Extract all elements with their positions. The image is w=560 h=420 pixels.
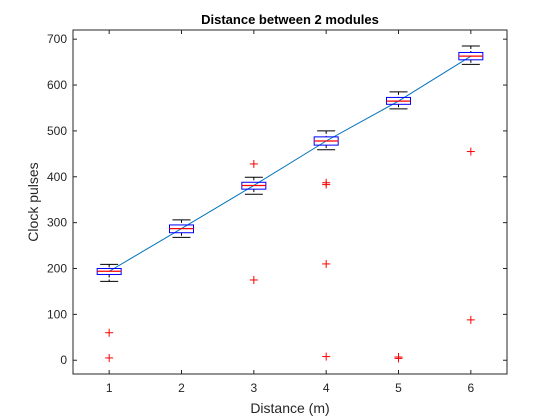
chart-title: Distance between 2 modules — [201, 12, 379, 27]
outlier-point — [322, 180, 331, 189]
y-tick-label: 400 — [47, 170, 67, 184]
y-tick-label: 700 — [47, 32, 67, 46]
x-axis-label: Distance (m) — [250, 400, 329, 416]
x-tick-label: 1 — [106, 381, 113, 395]
outlier-point — [322, 352, 331, 361]
x-tick-label: 4 — [323, 381, 330, 395]
y-tick-label: 500 — [47, 124, 67, 138]
x-tick-label: 2 — [178, 381, 185, 395]
outlier-point — [466, 147, 475, 156]
trend-layer — [108, 55, 472, 272]
x-tick-label: 6 — [467, 381, 474, 395]
outlier-point — [322, 259, 331, 268]
y-axis-label: Clock pulses — [25, 162, 41, 241]
x-tick-label: 5 — [395, 381, 402, 395]
trend-line — [108, 55, 472, 272]
y-tick-label: 200 — [47, 262, 67, 276]
tick-layer: 0 100 200 300 400 500 600 700 1 2 3 4 5 6 — [47, 30, 507, 395]
box-group — [96, 263, 122, 282]
plot-area — [72, 29, 508, 375]
outlier-point — [466, 315, 475, 324]
box-group — [241, 176, 267, 195]
y-tick-label: 100 — [47, 307, 67, 321]
y-tick-label: 0 — [60, 353, 67, 367]
box-layer — [96, 45, 484, 282]
box-group — [313, 130, 339, 151]
outlier-point — [105, 328, 114, 337]
y-tick-label: 600 — [47, 78, 67, 92]
outlier-point — [394, 354, 403, 363]
outlier-point — [105, 353, 114, 362]
box-group — [386, 91, 411, 110]
box-group — [458, 45, 484, 65]
x-tick-label: 3 — [250, 381, 257, 395]
outlier-point — [249, 159, 258, 168]
box-group — [169, 219, 194, 238]
outlier-layer — [105, 147, 475, 363]
outlier-point — [249, 275, 258, 284]
y-tick-label: 300 — [47, 216, 67, 230]
